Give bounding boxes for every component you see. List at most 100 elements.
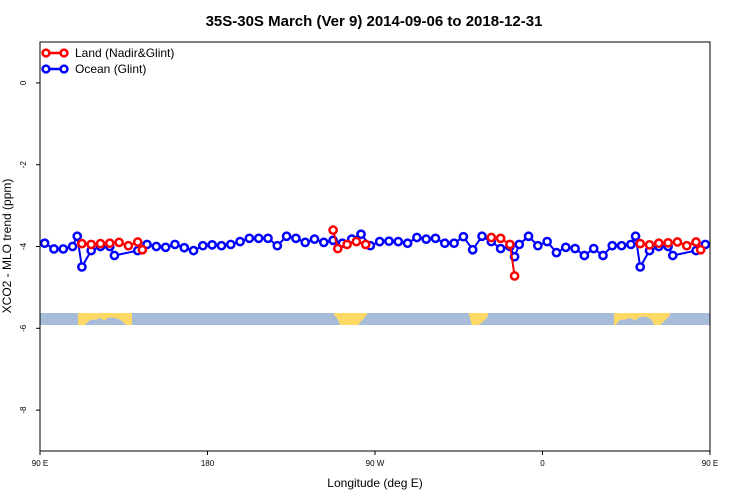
ocean-point [458,231,469,242]
ocean-point [667,250,678,261]
ocean-point [58,244,69,254]
ocean-point [109,250,120,261]
y-axis-label: XCO2 - MLO trend (ppm) [0,179,14,314]
chart-title: 35S-30S March (Ver 9) 2014-09-06 to 2018… [206,13,543,30]
land-point [695,244,706,255]
ocean-point [430,233,441,244]
land-ocean-strip [40,313,710,325]
ocean-point [197,240,208,251]
ocean-point [309,234,320,244]
legend-label: Ocean (Glint) [75,62,146,76]
land-point [114,237,124,248]
land-point [360,239,371,250]
ocean-point [151,241,162,252]
ocean-point [570,243,580,254]
x-tick-label: 0 [540,459,545,468]
land-point [486,232,497,243]
ocean-point [281,231,292,242]
ocean-point [235,236,245,247]
ocean-point [439,238,450,249]
land-point [137,244,148,255]
y-tick-label: -8 [19,406,28,414]
ocean-point [216,240,227,251]
ocean-point [72,231,83,242]
ocean-series [39,229,711,272]
ocean-point [291,233,301,244]
y-axis: 0 -2 -4 -6 -8 [19,80,40,414]
ocean-point [207,240,218,250]
land-point [635,238,646,249]
legend-label: Land (Nadir&Glint) [75,46,174,60]
land-series [77,225,706,281]
ocean-point [635,262,646,272]
legend-item-ocean: Ocean (Glint) [41,62,146,76]
series-layer [39,225,711,281]
legend-swatch-marker [59,48,69,58]
ocean-strip [40,313,710,325]
y-tick-label: -2 [19,161,28,169]
legend-swatch-marker [41,48,51,58]
land-mass [614,313,670,325]
land-point [505,239,515,250]
y-tick-label: -6 [19,324,28,332]
ocean-point [542,236,553,247]
ocean-point [616,240,627,251]
legend-swatch-marker [41,64,51,74]
ocean-point [49,244,59,254]
x-tick-label: 90 E [32,459,48,468]
ocean-point [39,238,50,249]
ocean-point [188,245,199,256]
ocean-point [67,241,78,252]
ocean-point [253,233,264,244]
land-point [95,238,106,249]
land-point [672,237,683,247]
y-tick-label: -4 [19,242,28,250]
ocean-point [356,229,366,240]
land-mass [469,313,488,325]
land-mass [78,313,132,325]
ocean-point [412,232,422,243]
land-point [509,271,520,281]
land-point [351,236,362,247]
legend: Land (Nadir&Glint) Ocean (Glint) [41,46,174,76]
ocean-point [514,239,525,250]
ocean-point [467,244,478,255]
land-point [681,240,692,251]
legend-swatch-marker [59,64,69,74]
ocean-point [384,236,394,247]
land-point [123,240,134,251]
ocean-point [607,240,618,251]
land-point [332,243,343,254]
ocean-point [263,233,273,244]
y-tick-label: 0 [19,80,28,85]
ocean-point [77,262,87,272]
land-point [495,233,506,244]
ocean-point [374,236,385,247]
ocean-point [477,231,487,242]
land-point [691,237,701,247]
land-point [104,238,115,249]
ocean-point [393,236,404,247]
land-point [132,237,143,247]
x-axis-label: Longitude (deg E) [327,476,422,490]
ocean-point [225,239,236,250]
land-point [653,238,664,249]
land-point [342,239,352,250]
ocean-point [170,239,180,250]
legend-item-land: Land (Nadir&Glint) [41,46,174,60]
ocean-point [244,233,255,244]
ocean-point [523,231,534,242]
ocean-point [402,238,413,249]
ocean-point [449,238,459,249]
land-point [663,237,673,248]
ocean-point [318,237,329,248]
land-point [86,239,97,250]
land-point [644,240,655,250]
ocean-point [551,247,562,258]
x-axis: 90 E 180 90 W 0 90 E [32,451,718,468]
ocean-point [630,231,641,242]
land-mass [334,313,367,325]
ocean-point [626,239,636,250]
ocean-point [300,237,311,248]
